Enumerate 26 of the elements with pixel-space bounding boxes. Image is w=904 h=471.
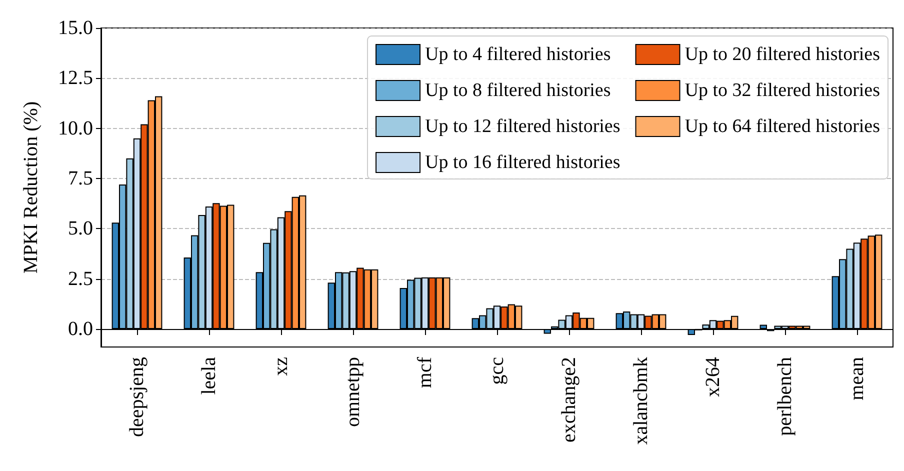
y-axis-title: MPKI Reduction (%) [20, 101, 42, 274]
x-tick-label: mean [846, 357, 868, 400]
legend-label: Up to 20 filtered histories [684, 44, 880, 65]
y-tick-label: 7.5 [68, 167, 93, 190]
y-tick-label: 0.0 [68, 318, 93, 340]
legend-label: Up to 64 filtered histories [684, 116, 880, 137]
legend-label: Up to 4 filtered histories [425, 44, 611, 65]
y-tick-label: 12.5 [58, 67, 93, 90]
legend-label: Up to 12 filtered histories [425, 116, 620, 137]
y-tick-label: 2.5 [68, 268, 93, 290]
y-tick-label: 10.0 [58, 117, 93, 140]
legend-label: Up to 16 filtered histories [425, 152, 620, 173]
legend-label: Up to 8 filtered histories [425, 80, 611, 101]
legend-label: Up to 32 filtered histories [684, 80, 880, 101]
x-tick-label: x264 [702, 357, 724, 397]
x-tick-label: omnetpp [342, 357, 364, 427]
y-tick-label: 15.0 [58, 17, 93, 39]
x-tick-label: xalancbmk [630, 357, 652, 445]
x-tick-label: leela [198, 356, 220, 395]
x-tick-label: gcc [486, 356, 508, 385]
x-tick-label: perlbench [774, 357, 796, 436]
x-tick-label: xz [270, 356, 292, 376]
x-tick-label: deepsjeng [126, 357, 148, 437]
y-tick-label: 5.0 [68, 218, 93, 240]
x-tick-label: mcf [414, 356, 436, 388]
x-tick-label: exchange2 [558, 357, 580, 443]
